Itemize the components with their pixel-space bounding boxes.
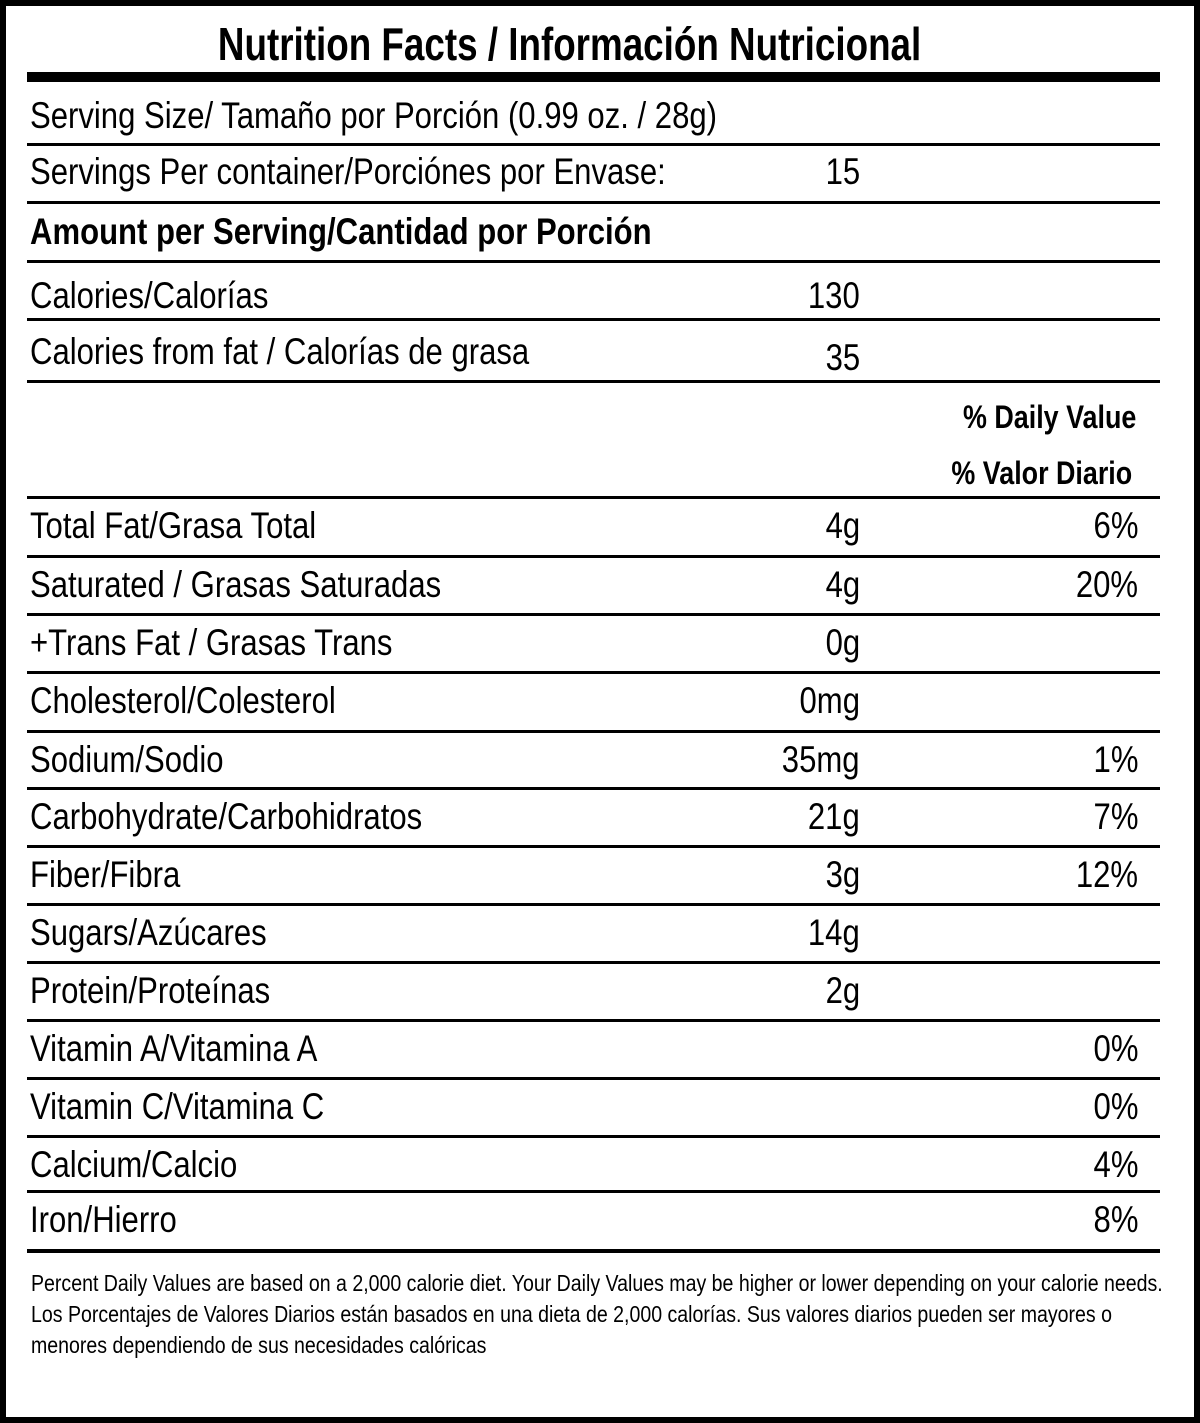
nutrient-daily-value: 7% [1093,796,1138,837]
nutrient-row: Total Fat/Grasa Total 4g 6% [27,499,1160,558]
nutrient-daily-value: 6% [1093,505,1138,546]
nutrient-row: +Trans Fat / Grasas Trans 0g [27,616,1160,674]
nutrient-label: Total Fat/Grasa Total [30,505,317,546]
calories-row: Calories/Calorías 130 [27,263,1160,321]
nutrient-row: Vitamin A/Vitamina A 0% [27,1022,1160,1080]
nutrient-label: Vitamin C/Vitamina C [30,1086,325,1127]
nutrient-label: Iron/Hierro [30,1199,177,1240]
nutrient-label: Sugars/Azúcares [30,912,267,953]
nutrient-amount: 3g [825,854,860,895]
nutrient-row: Protein/Proteínas 2g [27,964,1160,1022]
nutrient-row: Saturated / Grasas Saturadas 4g 20% [27,558,1160,616]
nutrient-row: Fiber/Fibra 3g 12% [27,848,1160,906]
nutrient-amount: 35mg [782,739,860,780]
nutrient-amount: 2g [825,970,860,1011]
nutrient-daily-value: 0% [1093,1028,1138,1069]
nutrient-amount: 0g [825,622,860,663]
nutrient-row: Iron/Hierro 8% [27,1193,1160,1253]
nutrient-row: Vitamin C/Vitamina C 0% [27,1080,1160,1138]
nutrient-label: Vitamin A/Vitamina A [30,1028,318,1069]
nutrient-row: Calcium/Calcio 4% [27,1138,1160,1193]
servings-per-container-row: Servings Per container/Porciónes por Env… [27,146,1160,204]
footnote-en: Percent Daily Values are based on a 2,00… [31,1270,1163,1296]
calories-from-fat-row: Calories from fat / Calorías de grasa 35 [27,321,1160,383]
thick-divider [27,72,1160,82]
nutrient-daily-value: 1% [1093,739,1138,780]
amount-header-row: Amount per Serving/Cantidad por Porción [27,204,1160,263]
nutrient-amount: 4g [825,505,860,546]
nutrient-row: Cholesterol/Colesterol 0mg [27,674,1160,733]
nutrient-daily-value: 20% [1075,564,1138,605]
daily-value-es: % Valor Diario [951,455,1132,491]
serving-size-row: Serving Size/ Tamaño por Porción (0.99 o… [27,82,1160,146]
calories-value: 130 [808,275,860,316]
nutrient-daily-value: 4% [1093,1144,1138,1185]
nutrient-label: Carbohydrate/Carbohidratos [30,796,423,837]
nutrient-label: Calcium/Calcio [30,1144,238,1185]
nutrient-row: Sodium/Sodio 35mg 1% [27,733,1160,790]
calories-from-fat-value: 35 [825,337,860,378]
calories-label: Calories/Calorías [30,275,269,316]
servings-label: Servings Per container/Porciónes por Env… [30,151,666,192]
nutrient-label: Fiber/Fibra [30,854,181,895]
footnote-es: Los Porcentajes de Valores Diarios están… [31,1301,1112,1358]
nutrient-row: Carbohydrate/Carbohidratos 21g 7% [27,790,1160,848]
daily-value-header-row: % Daily Value % Valor Diario [27,383,1160,499]
nutrient-amount: 0mg [799,680,860,721]
serving-size: Serving Size/ Tamaño por Porción (0.99 o… [30,95,718,136]
title-text: Nutrition Facts / Información Nutriciona… [218,18,922,70]
nutrient-label: Saturated / Grasas Saturadas [30,564,442,605]
nutrient-label: Cholesterol/Colesterol [30,680,336,721]
nutrient-amount: 14g [808,912,860,953]
footnote: Percent Daily Values are based on a 2,00… [31,1268,1170,1361]
nutrient-daily-value: 0% [1093,1086,1138,1127]
nutrient-label: Sodium/Sodio [30,739,224,780]
daily-value-en: % Daily Value [962,399,1136,435]
label-title: Nutrition Facts / Información Nutriciona… [0,14,1140,74]
servings-value: 15 [825,151,860,192]
nutrient-daily-value: 8% [1093,1199,1138,1240]
nutrient-amount: 21g [808,796,860,837]
nutrient-amount: 4g [825,564,860,605]
nutrient-label: +Trans Fat / Grasas Trans [30,622,393,663]
calories-from-fat-label: Calories from fat / Calorías de grasa [30,331,530,372]
nutrient-label: Protein/Proteínas [30,970,271,1011]
nutrient-row: Sugars/Azúcares 14g [27,906,1160,964]
nutrient-daily-value: 12% [1075,854,1138,895]
amount-header: Amount per Serving/Cantidad por Porción [30,211,652,252]
